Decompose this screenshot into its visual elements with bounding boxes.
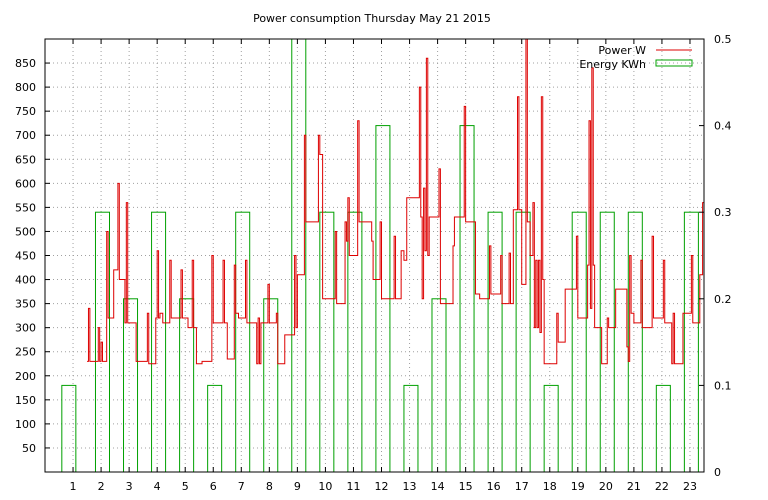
y-left-tick-label: 750 (15, 105, 36, 118)
x-tick-label: 9 (294, 480, 301, 493)
x-tick-label: 5 (182, 480, 189, 493)
energy-box (683, 211, 699, 473)
legend-energy-swatch (655, 59, 693, 67)
legend-energy-label: Energy KWh (579, 58, 646, 71)
y-left-tick-label: 150 (15, 394, 36, 407)
y-left-tick-label: 200 (15, 370, 36, 383)
y-left-tick-label: 250 (15, 346, 36, 359)
x-tick-label: 10 (318, 480, 332, 493)
x-tick-label: 13 (403, 480, 417, 493)
power-line (87, 38, 705, 365)
energy-box (61, 384, 77, 473)
y-left-tick-label: 650 (15, 153, 36, 166)
energy-box (655, 384, 671, 473)
energy-box (571, 211, 587, 473)
x-tick-label: 20 (599, 480, 613, 493)
y-left-tick-label: 500 (15, 225, 36, 238)
y-left-tick-label: 450 (15, 250, 36, 263)
y-right-tick-label: 0.3 (714, 206, 732, 219)
y-right-tick-label: 0.1 (714, 379, 732, 392)
y-right-tick-label: 0 (714, 466, 721, 479)
energy-box (123, 298, 139, 473)
y-right-tick-label: 0.4 (714, 120, 732, 133)
x-tick-label: 22 (655, 480, 669, 493)
y-right-tick-label: 0.2 (714, 293, 732, 306)
x-tick-label: 11 (346, 480, 360, 493)
y-right-tick-label: 0.5 (714, 33, 732, 46)
y-left-tick-label: 700 (15, 129, 36, 142)
axis-ticks: 1 2 3 4 5 6 7 8 9 10 11 12 13 14 15 16 17 18 19 20 21 22 23501… (15, 33, 732, 493)
energy-box (627, 211, 643, 473)
y-left-tick-label: 50 (22, 442, 36, 455)
y-left-tick-label: 800 (15, 81, 36, 94)
energy-box (459, 125, 475, 473)
x-tick-label: 17 (515, 480, 529, 493)
x-tick-label: 2 (98, 480, 105, 493)
grid (45, 39, 704, 472)
energy-box (179, 298, 195, 473)
x-tick-label: 18 (543, 480, 557, 493)
y-left-tick-label: 100 (15, 418, 36, 431)
energy-box (235, 211, 251, 473)
energy-box (403, 384, 419, 473)
energy-box (543, 384, 559, 473)
x-tick-label: 6 (210, 480, 217, 493)
energy-box (431, 298, 447, 473)
x-tick-label: 12 (375, 480, 389, 493)
y-left-tick-label: 850 (15, 57, 36, 70)
x-tick-label: 4 (154, 480, 161, 493)
chart-title: Power consumption Thursday May 21 2015 (253, 12, 491, 25)
x-tick-label: 7 (238, 480, 245, 493)
energy-box (487, 211, 503, 473)
x-tick-label: 21 (627, 480, 641, 493)
x-tick-label: 19 (571, 480, 585, 493)
x-tick-label: 14 (431, 480, 445, 493)
x-tick-label: 23 (683, 480, 697, 493)
y-left-tick-label: 350 (15, 298, 36, 311)
energy-box (347, 211, 363, 473)
power-series (87, 38, 705, 365)
y-left-tick-label: 550 (15, 201, 36, 214)
x-tick-label: 16 (487, 480, 501, 493)
legend-power-label: Power W (598, 44, 646, 57)
energy-box (319, 211, 335, 473)
y-left-tick-label: 400 (15, 274, 36, 287)
y-left-tick-label: 300 (15, 322, 36, 335)
x-tick-label: 15 (459, 480, 473, 493)
legend: Power W Energy KWh (579, 44, 693, 71)
y-left-tick-label: 600 (15, 177, 36, 190)
energy-box (207, 384, 223, 473)
energy-box (515, 211, 531, 473)
energy-box (263, 298, 279, 473)
x-tick-label: 8 (266, 480, 273, 493)
x-tick-label: 3 (126, 480, 133, 493)
x-tick-label: 1 (70, 480, 77, 493)
